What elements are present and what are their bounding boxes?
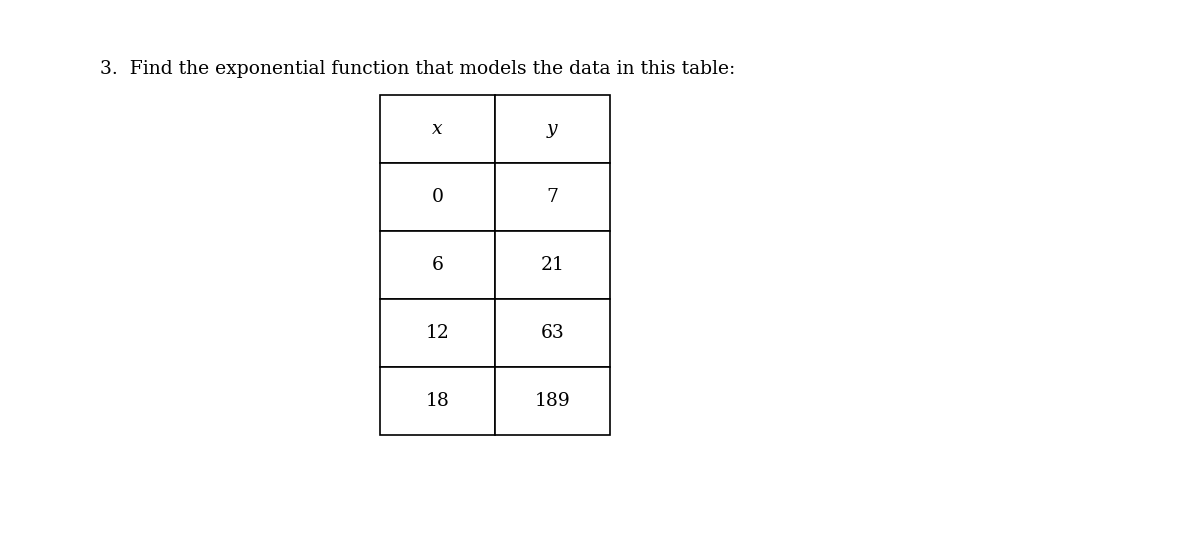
Text: 3.  Find the exponential function that models the data in this table:: 3. Find the exponential function that mo… [100,60,736,78]
Text: 18: 18 [426,392,450,410]
Text: 6: 6 [432,256,444,274]
Text: 189: 189 [535,392,570,410]
Text: 0: 0 [432,188,444,206]
Text: 7: 7 [546,188,558,206]
Text: 21: 21 [540,256,564,274]
Text: y: y [547,120,558,138]
Text: x: x [432,120,443,138]
Text: 63: 63 [541,324,564,342]
Text: 12: 12 [426,324,450,342]
